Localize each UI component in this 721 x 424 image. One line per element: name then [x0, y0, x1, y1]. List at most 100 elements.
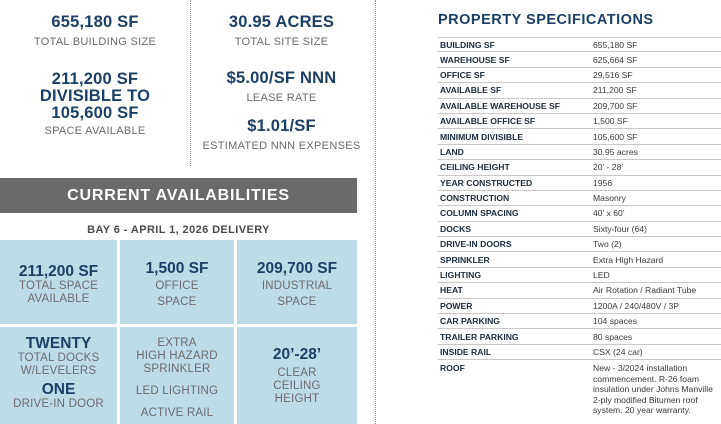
- spec-row: AVAILABLE WAREHOUSE SF 209,700 SF: [438, 99, 721, 114]
- spec-row: TRAILER PARKING 80 spaces: [438, 329, 721, 345]
- spec-row: LIGHTING LED: [438, 268, 721, 284]
- total-building-size-label: TOTAL BUILDING SIZE: [33, 36, 157, 48]
- features-line-2: HIGH HAZARD: [136, 350, 218, 362]
- space-available-line3: 105,600 SF: [51, 104, 139, 122]
- spec-value: 80 spaces: [593, 331, 633, 342]
- docks-value: TWENTY: [25, 335, 92, 352]
- spec-key: CEILING HEIGHT: [440, 162, 510, 173]
- total-space-label-2: AVAILABLE: [27, 293, 90, 305]
- spec-key: BUILDING SF: [440, 39, 495, 50]
- spec-row: SPRINKLER Extra High Hazard: [438, 252, 721, 268]
- spec-key: SPRINKLER: [440, 254, 490, 265]
- spec-row: ROOF New - 3/2024 installation commenceme…: [438, 360, 721, 416]
- spec-value: 105,600 SF: [593, 131, 638, 142]
- space-available-line1: 211,200 SF: [51, 70, 139, 88]
- space-available-line2: DIVISIBLE TO: [39, 87, 151, 105]
- spec-value: Two (2): [593, 239, 622, 250]
- total-building-size-value: 655,180 SF: [51, 13, 139, 31]
- docks-label-1: TOTAL DOCKS: [17, 352, 100, 364]
- spec-key: INSIDE RAIL: [440, 347, 492, 357]
- spec-key: LIGHTING: [440, 270, 482, 281]
- spec-row: AVAILABLE SF 211,200 SF: [438, 83, 721, 99]
- spec-row: DOCKS Sixty-four (64): [438, 222, 721, 238]
- spec-value: 625,664 SF: [593, 54, 638, 65]
- spec-key: CONSTRUCTION: [440, 193, 510, 204]
- cell-ceiling-height: 20’-28’ CLEAR CEILING HEIGHT: [237, 327, 357, 424]
- spec-row: AVAILABLE OFFICE SF 1,500 SF: [438, 114, 721, 130]
- total-space-label-1: TOTAL SPACE: [18, 280, 99, 292]
- spec-key: LAND: [440, 146, 464, 157]
- nnn-expenses-value: $1.01/SF: [247, 117, 316, 135]
- spec-value: CSX (24 car): [593, 347, 643, 357]
- divider-main: [375, 0, 376, 424]
- spec-row: COLUMN SPACING 40’ x 60’: [438, 206, 721, 222]
- spec-key: POWER: [440, 300, 473, 311]
- total-space-value: 211,200 SF: [18, 263, 99, 280]
- spec-key: COLUMN SPACING: [440, 208, 519, 219]
- spec-row: OFFICE SF 29,516 SF: [438, 68, 721, 84]
- current-availabilities-banner: CURRENT AVAILABILITIES: [0, 178, 357, 213]
- drive-in-label: DRIVE-IN DOOR: [13, 398, 104, 410]
- spec-row: DRIVE-IN DOORS Two (2): [438, 237, 721, 253]
- spec-value: 104 spaces: [593, 316, 637, 327]
- bay-delivery-heading: BAY 6 - APRIL 1, 2026 DELIVERY: [87, 224, 270, 236]
- spec-value: LED: [593, 270, 610, 281]
- industrial-space-value: 209,700 SF: [256, 260, 338, 277]
- spec-row: INSIDE RAIL CSX (24 car): [438, 345, 721, 361]
- spec-row: POWER 1200A / 240/480V / 3P: [438, 299, 721, 315]
- docks-label-2: W/LEVELERS: [20, 365, 97, 377]
- cell-total-space: 211,200 SF TOTAL SPACE AVAILABLE: [0, 240, 117, 324]
- spec-value: 30.95 acres: [593, 146, 638, 157]
- industrial-space-label-2: SPACE: [277, 296, 317, 308]
- lease-rate-value: $5.00/SF NNN: [226, 69, 337, 87]
- office-space-label-1: OFFICE: [155, 280, 199, 292]
- spec-key: MINIMUM DIVISIBLE: [440, 131, 524, 142]
- spec-row: LAND 30.95 acres: [438, 145, 721, 161]
- property-specifications-table: BUILDING SF 655,180 SF WAREHOUSE SF 625,664…: [438, 37, 721, 416]
- spec-key: WAREHOUSE SF: [440, 54, 510, 65]
- features-line-1: EXTRA: [157, 337, 197, 349]
- spec-key: CAR PARKING: [440, 316, 500, 327]
- cell-industrial-space: 209,700 SF INDUSTRIAL SPACE: [237, 240, 357, 324]
- spec-row: BUILDING SF 655,180 SF: [438, 37, 721, 53]
- features-line-4: LED LIGHTING: [135, 385, 219, 397]
- cell-office-space: 1,500 SF OFFICE SPACE: [120, 240, 234, 324]
- office-space-label-2: SPACE: [157, 296, 197, 308]
- features-line-3: SPRINKLER: [143, 363, 211, 375]
- spec-value: New - 3/2024 installation commencement. …: [593, 363, 713, 416]
- spec-key: DRIVE-IN DOORS: [440, 239, 512, 250]
- cell-features: EXTRA HIGH HAZARD SPRINKLER LED LIGHTING…: [120, 327, 234, 424]
- lease-rate: $5.00/SF NNN LEASE RATE: [191, 70, 372, 105]
- spec-key: AVAILABLE WAREHOUSE SF: [440, 100, 560, 111]
- total-building-size: 655,180 SF TOTAL BUILDING SIZE: [0, 14, 190, 49]
- spec-value: Air Rotation / Radiant Tube: [593, 285, 697, 296]
- lease-rate-label: LEASE RATE: [246, 92, 317, 104]
- spec-value: Masonry: [593, 193, 626, 204]
- ceiling-height-label-1: CLEAR: [277, 367, 317, 379]
- space-available: 211,200 SF DIVISIBLE TO 105,600 SF SPACE…: [0, 71, 190, 138]
- spec-row: CAR PARKING 104 spaces: [438, 314, 721, 330]
- drive-in-value: ONE: [41, 381, 76, 398]
- spec-value: 211,200 SF: [593, 85, 637, 96]
- spec-value: Sixty-four (64): [593, 223, 647, 234]
- spec-row: CEILING HEIGHT 20’ - 28’: [438, 160, 721, 176]
- spec-value: 1200A / 240/480V / 3P: [593, 300, 680, 311]
- spec-key: HEAT: [440, 285, 463, 296]
- spec-value: 20’ - 28’: [593, 162, 624, 173]
- spec-row: HEAT Air Rotation / Radiant Tube: [438, 283, 721, 299]
- ceiling-height-label-3: HEIGHT: [274, 393, 320, 405]
- spec-key: ROOF: [440, 363, 465, 374]
- total-site-size: 30.95 ACRES TOTAL SITE SIZE: [191, 14, 372, 49]
- spec-value: Extra High Hazard: [593, 254, 664, 265]
- industrial-space-label-1: INDUSTRIAL: [261, 280, 333, 292]
- total-site-size-value: 30.95 ACRES: [228, 13, 335, 31]
- ceiling-height-value: 20’-28’: [272, 346, 322, 363]
- office-space-value: 1,500 SF: [145, 260, 209, 277]
- cell-docks: TWENTY TOTAL DOCKS W/LEVELERS ONE DRIVE-…: [0, 327, 117, 424]
- spec-row: MINIMUM DIVISIBLE 105,600 SF: [438, 129, 721, 145]
- spec-key: AVAILABLE OFFICE SF: [440, 116, 536, 127]
- nnn-expenses: $1.01/SF ESTIMATED NNN EXPENSES: [191, 118, 372, 153]
- total-site-size-label: TOTAL SITE SIZE: [234, 36, 329, 48]
- spec-key: OFFICE SF: [440, 69, 485, 80]
- spec-key: AVAILABLE SF: [440, 85, 502, 96]
